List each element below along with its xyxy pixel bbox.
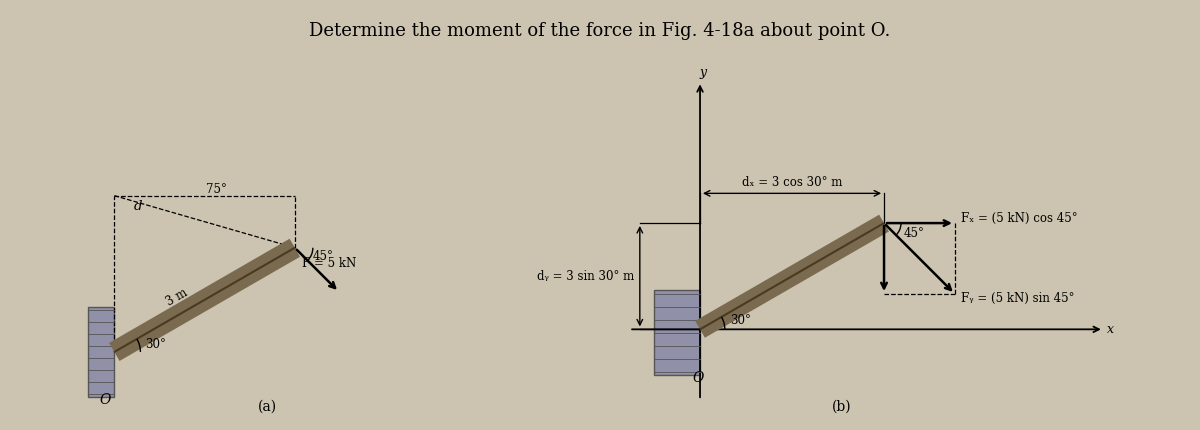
Text: 3 m: 3 m — [164, 286, 190, 309]
Text: Fₓ = (5 kN) cos 45°: Fₓ = (5 kN) cos 45° — [960, 212, 1078, 225]
Text: 30°: 30° — [730, 314, 751, 327]
Text: dᵧ = 3 sin 30° m: dᵧ = 3 sin 30° m — [536, 270, 634, 283]
Text: 75°: 75° — [206, 183, 227, 196]
Text: y: y — [700, 66, 707, 79]
Text: 45°: 45° — [904, 227, 924, 240]
Polygon shape — [88, 307, 114, 397]
Polygon shape — [654, 290, 700, 375]
Text: (b): (b) — [832, 400, 852, 414]
Text: F = 5 kN: F = 5 kN — [301, 257, 356, 270]
Text: Fᵧ = (5 kN) sin 45°: Fᵧ = (5 kN) sin 45° — [960, 292, 1074, 305]
Text: 45°: 45° — [313, 249, 334, 263]
Text: (a): (a) — [258, 400, 277, 414]
Text: O: O — [100, 393, 110, 407]
Text: O: O — [692, 372, 704, 385]
Text: x: x — [1108, 323, 1115, 336]
Text: dₓ = 3 cos 30° m: dₓ = 3 cos 30° m — [742, 176, 842, 189]
Text: d: d — [133, 200, 143, 212]
Text: Determine the moment of the force in Fig. 4-18a about point O.: Determine the moment of the force in Fig… — [310, 22, 890, 40]
Text: 30°: 30° — [145, 338, 166, 351]
